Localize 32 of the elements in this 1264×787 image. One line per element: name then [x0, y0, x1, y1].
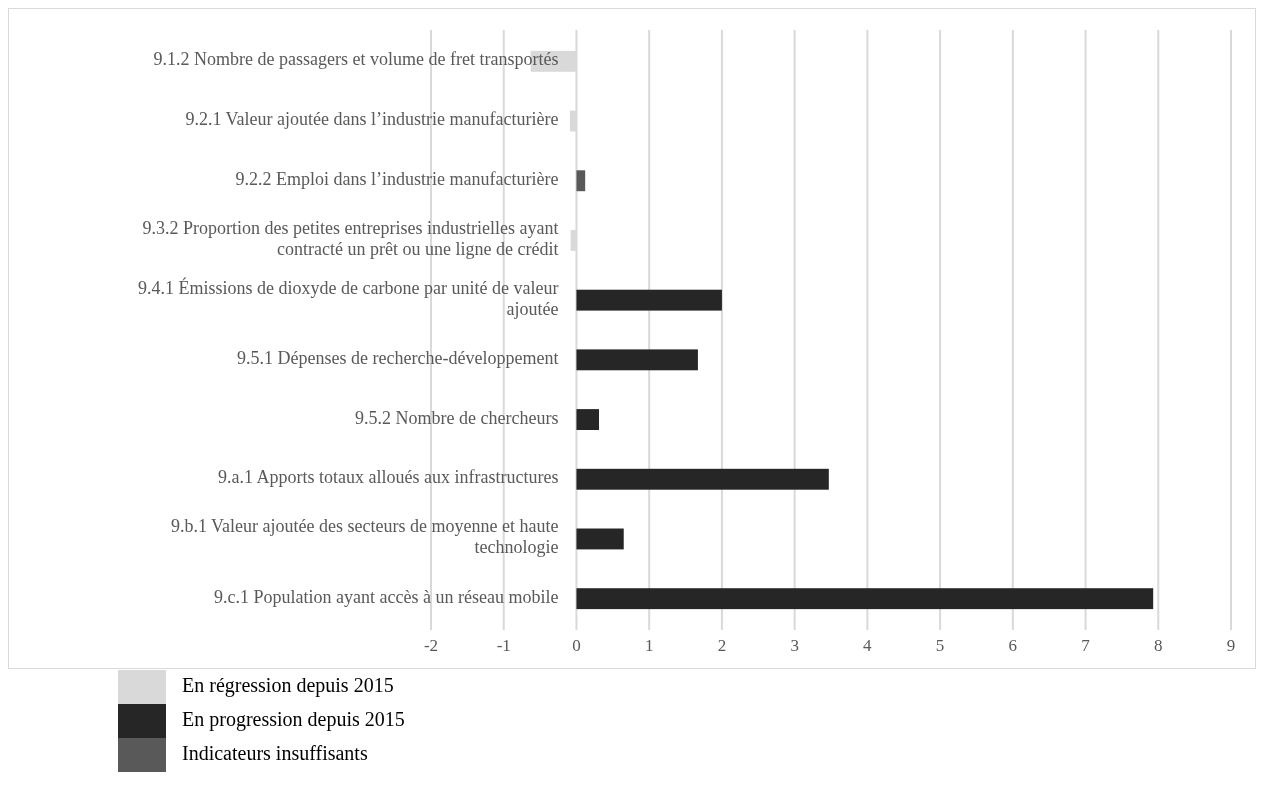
- x-tick-label: 8: [1154, 636, 1163, 655]
- legend-label: Indicateurs insuffisants: [182, 741, 368, 764]
- legend-label: En régression depuis 2015: [182, 673, 394, 697]
- bar: [576, 528, 624, 550]
- y-tick-label: 9.5.2 Nombre de chercheurs: [355, 407, 559, 428]
- x-tick-label: -2: [423, 636, 439, 655]
- x-tick-label: 6: [1008, 636, 1018, 655]
- x-tick-label: 0: [572, 636, 581, 655]
- bar: [576, 170, 586, 192]
- y-tick-label: 9.3.2 Proportion des petites entreprises industrielles ayant contracté un prêt ou une ligne de crédit: [142, 218, 559, 260]
- bar: [576, 468, 829, 490]
- x-tick-label: 4: [863, 636, 873, 655]
- y-tick-label: 9.c.1 Population ayant accès à un réseau mobile: [214, 586, 559, 607]
- x-tick-label: -1: [496, 636, 511, 655]
- bar: [576, 289, 722, 311]
- bar: [576, 349, 698, 371]
- bar: [576, 588, 1154, 610]
- y-tick-label: 9.a.1 Apports totaux alloués aux infrastructures: [218, 467, 559, 488]
- y-tick-label: 9.1.2 Nombre de passagers et volume de fret transportés: [153, 49, 559, 70]
- x-tick-label: 5: [935, 636, 945, 655]
- x-tick-label: 7: [1081, 636, 1091, 655]
- x-tick-label: 2: [717, 636, 727, 655]
- x-tick-label: 9: [1226, 636, 1236, 655]
- y-tick-label: 9.5.1 Dépenses de recherche-développement: [237, 347, 559, 368]
- x-tick-label: 3: [790, 636, 799, 655]
- bar: [576, 409, 599, 430]
- x-tick-label: 1: [644, 636, 654, 655]
- legend-label: En progression depuis 2015: [182, 707, 405, 731]
- y-tick-label: 9.2.2 Emploi dans l’industrie manufacturière: [235, 168, 559, 189]
- y-tick-label: 9.2.1 Valeur ajoutée dans l’industrie manufacturière: [185, 109, 559, 130]
- y-tick-label: 9.4.1 Émissions de dioxyde de carbone par unité de valeur ajoutée: [138, 276, 559, 319]
- y-tick-label: 9.b.1 Valeur ajoutée des secteurs de moyenne et haute technologie: [170, 516, 559, 558]
